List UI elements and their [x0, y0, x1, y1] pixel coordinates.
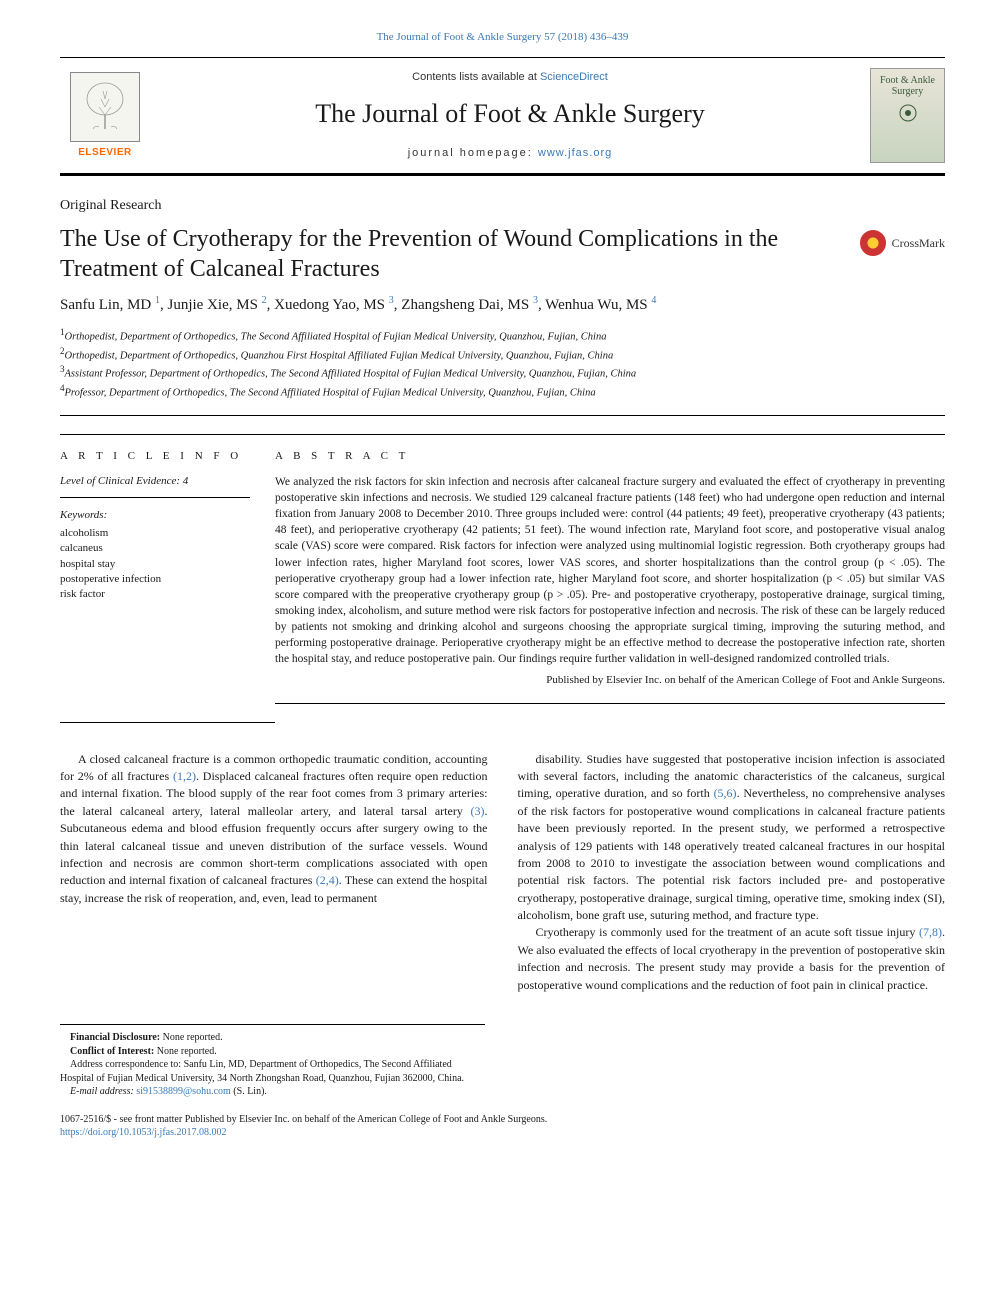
evidence-level: Level of Clinical Evidence: 4	[60, 474, 250, 498]
affiliation-1: 1Orthopedist, Department of Orthopedics,…	[60, 326, 945, 345]
keyword: calcaneus	[60, 541, 250, 556]
elsevier-tree-icon	[70, 72, 140, 142]
keyword: alcoholism	[60, 526, 250, 541]
keyword: risk factor	[60, 587, 250, 602]
doi-link[interactable]: https://doi.org/10.1053/j.jfas.2017.08.0…	[60, 1127, 226, 1138]
email-line: E-mail address: si91538899@sohu.com (S. …	[60, 1085, 485, 1099]
affiliation-4: 4Professor, Department of Orthopedics, T…	[60, 382, 945, 401]
abstract: A B S T R A C T We analyzed the risk fac…	[275, 434, 945, 704]
body-para-3: Cryotherapy is commonly used for the tre…	[518, 924, 946, 994]
keyword: hospital stay	[60, 557, 250, 572]
info-divider	[60, 722, 275, 723]
correspondence-address: Address correspondence to: Sanfu Lin, MD…	[60, 1058, 485, 1085]
abstract-publisher: Published by Elsevier Inc. on behalf of …	[275, 673, 945, 688]
article-title: The Use of Cryotherapy for the Preventio…	[60, 224, 840, 284]
copyright-line: 1067-2516/$ - see front matter Published…	[60, 1113, 945, 1126]
footnotes: Financial Disclosure: None reported. Con…	[60, 1024, 485, 1099]
authors: Sanfu Lin, MD 1, Junjie Xie, MS 2, Xuedo…	[60, 294, 945, 316]
header-center: Contents lists available at ScienceDirec…	[150, 70, 870, 161]
elsevier-label: ELSEVIER	[78, 146, 131, 160]
divider	[60, 415, 945, 416]
contents-prefix: Contents lists available at	[412, 71, 540, 83]
sciencedirect-link[interactable]: ScienceDirect	[540, 71, 608, 83]
column-left: A closed calcaneal fracture is a common …	[60, 751, 488, 994]
contents-available: Contents lists available at ScienceDirec…	[150, 70, 870, 85]
journal-name: The Journal of Foot & Ankle Surgery	[150, 96, 870, 132]
ref-link-1-2[interactable]: (1,2)	[173, 769, 196, 783]
crossmark-icon	[860, 230, 886, 256]
bottom-matter: 1067-2516/$ - see front matter Published…	[60, 1113, 945, 1139]
column-right: disability. Studies have suggested that …	[518, 751, 946, 994]
keyword: postoperative infection	[60, 572, 250, 587]
cover-title: Foot & Ankle Surgery	[875, 75, 940, 97]
crossmark-label: CrossMark	[892, 235, 945, 252]
affiliation-3: 3Assistant Professor, Department of Orth…	[60, 363, 945, 382]
article-type: Original Research	[60, 196, 945, 216]
affiliations: 1Orthopedist, Department of Orthopedics,…	[60, 326, 945, 401]
article-info: A R T I C L E I N F O Level of Clinical …	[60, 434, 275, 704]
body-para-1: A closed calcaneal fracture is a common …	[60, 751, 488, 908]
affiliation-2: 2Orthopedist, Department of Orthopedics,…	[60, 345, 945, 364]
abstract-text: We analyzed the risk factors for skin in…	[275, 474, 945, 667]
ref-link-5-6[interactable]: (5,6)	[714, 786, 737, 800]
top-citation[interactable]: The Journal of Foot & Ankle Surgery 57 (…	[60, 30, 945, 45]
article-info-heading: A R T I C L E I N F O	[60, 449, 250, 464]
homepage-link[interactable]: www.jfas.org	[538, 147, 612, 159]
body-columns: A closed calcaneal fracture is a common …	[60, 751, 945, 994]
financial-disclosure: Financial Disclosure: None reported.	[60, 1031, 485, 1045]
journal-header: ELSEVIER Contents lists available at Sci…	[60, 57, 945, 176]
conflict-of-interest: Conflict of Interest: None reported.	[60, 1045, 485, 1059]
homepage-prefix: journal homepage:	[408, 147, 538, 159]
keywords-label: Keywords:	[60, 508, 250, 523]
email-link[interactable]: si91538899@sohu.com	[136, 1086, 231, 1097]
ref-link-3[interactable]: (3)	[471, 804, 485, 818]
ref-link-7-8[interactable]: (7,8)	[919, 925, 942, 939]
homepage-line: journal homepage: www.jfas.org	[150, 146, 870, 161]
body-para-2: disability. Studies have suggested that …	[518, 751, 946, 925]
journal-cover-thumb[interactable]: Foot & Ankle Surgery	[870, 68, 945, 163]
crossmark-badge[interactable]: CrossMark	[860, 230, 945, 256]
abstract-heading: A B S T R A C T	[275, 449, 945, 464]
keywords-list: alcoholismcalcaneushospital staypostoper…	[60, 526, 250, 603]
ref-link-2-4[interactable]: (2,4)	[316, 873, 339, 887]
elsevier-logo[interactable]: ELSEVIER	[60, 72, 150, 160]
